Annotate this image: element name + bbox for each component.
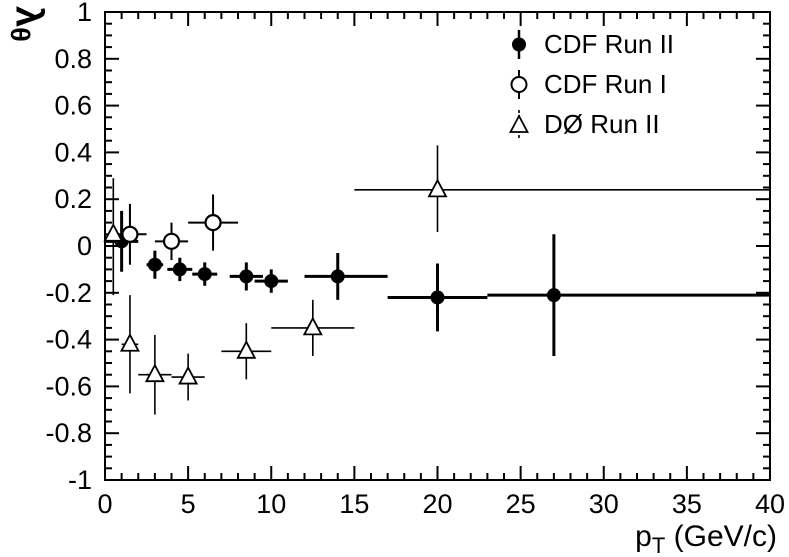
data-point-open-circle	[162, 232, 181, 250]
x-tick-label: 35	[672, 489, 702, 519]
legend-label: CDF Run II	[544, 29, 675, 59]
data-point-filled-circle	[172, 262, 187, 277]
x-tick-label: 25	[506, 489, 536, 519]
data-point-open-triangle	[144, 363, 165, 383]
y-tick-label: -0.4	[45, 325, 92, 355]
y-tick-label: 1	[77, 0, 92, 27]
y-tick-label: 0.4	[54, 137, 92, 167]
data-point-open-triangle	[427, 178, 448, 198]
legend-item-cdf-run-i: CDF Run I	[506, 68, 674, 101]
y-axis-title-subscript: θ	[5, 27, 35, 42]
data-point-filled-circle	[546, 288, 561, 303]
data-point-open-triangle	[236, 339, 257, 359]
legend-label: DØ Run II	[544, 109, 660, 139]
data-point-filled-circle	[430, 290, 445, 305]
legend-item-d0-run-ii: DØ Run II	[506, 108, 674, 141]
data-point-open-triangle	[119, 332, 140, 352]
y-tick-label: -1	[68, 465, 92, 495]
y-tick-label: -0.2	[45, 278, 92, 308]
y-tick-label: -0.6	[45, 371, 92, 401]
data-point-open-circle	[204, 214, 222, 232]
data-point-open-circle	[121, 225, 139, 243]
data-point-filled-circle	[330, 269, 345, 284]
data-point-filled-circle	[239, 269, 254, 284]
data-point-filled-circle	[147, 257, 162, 272]
x-tick-label: 15	[339, 489, 369, 519]
x-axis-title-units: (GeV/c)	[665, 520, 777, 553]
series-cdf-run-ii	[105, 210, 770, 356]
y-tick-label: 0	[77, 231, 92, 261]
y-axis-title-main: λ	[7, 6, 50, 28]
data-point-open-triangle	[302, 316, 323, 336]
tick-labels: 0 5 10 15 20 25 30 35 40 1 0.8 0.6 0.4 0.2 0 -0.2 -0.4 -0…	[45, 0, 785, 519]
x-tick-label: 5	[181, 489, 196, 519]
y-tick-label: 0.6	[54, 91, 92, 121]
legend: CDF Run II CDF Run I DØ Run II	[506, 28, 674, 141]
legend-label: CDF Run I	[544, 69, 667, 99]
y-axis-title: λθ	[5, 6, 50, 42]
x-tick-label: 10	[256, 489, 286, 519]
y-tick-label: -0.8	[45, 418, 92, 448]
data-point-filled-circle	[264, 274, 279, 289]
x-tick-label: 30	[589, 489, 619, 519]
data-point-filled-circle	[197, 267, 212, 282]
legend-item-cdf-run-ii: CDF Run II	[506, 28, 674, 61]
open-circle-icon	[510, 70, 528, 99]
series-dø-run-ii	[103, 145, 770, 415]
x-axis-title-main: p	[635, 520, 652, 553]
data-point-open-triangle	[103, 222, 124, 242]
y-tick-label: 0.8	[54, 44, 92, 74]
x-tick-label: 20	[422, 489, 452, 519]
x-axis-title-subscript: T	[651, 533, 666, 557]
data-point-open-triangle	[178, 365, 199, 385]
series-cdf-run-i	[113, 194, 238, 265]
x-axis-title: pT (GeV/c)	[635, 520, 777, 557]
open-triangle-icon	[509, 110, 529, 139]
axis-ticks	[104, 11, 771, 481]
y-tick-label: 0.2	[54, 184, 92, 214]
x-tick-label: 0	[97, 489, 112, 519]
filled-circle-icon	[512, 30, 526, 59]
x-tick-label: 40	[755, 489, 785, 519]
